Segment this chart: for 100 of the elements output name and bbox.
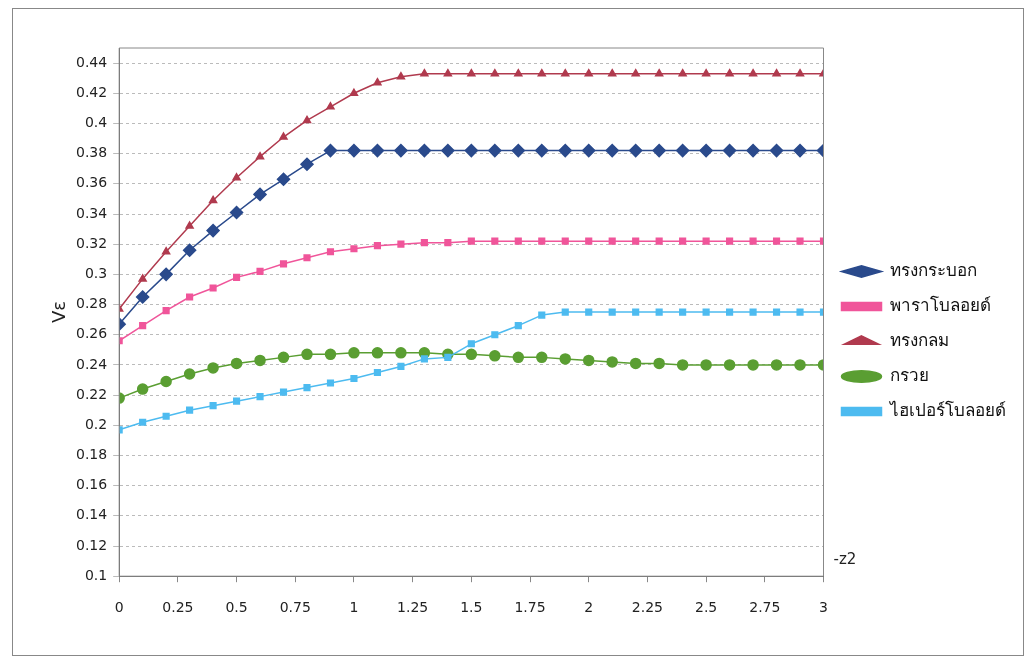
y-tick-label: 0.18	[76, 446, 108, 463]
point	[632, 237, 640, 245]
point	[769, 143, 784, 158]
point	[326, 102, 335, 110]
point	[441, 143, 455, 158]
point	[749, 308, 757, 316]
point	[702, 237, 710, 245]
point	[772, 237, 781, 245]
point	[444, 239, 452, 247]
point	[748, 68, 758, 77]
point	[796, 237, 804, 245]
y-tick-label: 0.12	[76, 536, 108, 553]
point	[608, 237, 616, 245]
point	[655, 237, 663, 245]
point	[208, 195, 218, 204]
x-tick-label: 0.25	[162, 599, 194, 616]
legend-label: ไฮเปอร์โบลอยด์	[888, 399, 1006, 420]
point	[185, 221, 194, 229]
point	[232, 273, 241, 281]
point	[772, 68, 781, 77]
point	[608, 308, 616, 316]
point	[324, 348, 337, 361]
point	[514, 237, 522, 245]
point	[795, 68, 805, 77]
point	[699, 143, 713, 158]
x-tick-label: 0	[114, 599, 124, 616]
point	[514, 322, 522, 330]
point	[279, 132, 288, 140]
x-tick-label: 0.5	[225, 599, 248, 616]
point	[701, 68, 711, 77]
point	[607, 68, 617, 77]
y-tick-label: 0.44	[76, 53, 108, 70]
point	[303, 383, 311, 392]
point	[702, 308, 710, 316]
point	[256, 267, 264, 275]
y-tick-label: 0.26	[76, 325, 108, 342]
point	[535, 143, 549, 158]
y-tick-label: 0.1	[84, 566, 108, 583]
x-tick-label: 1.75	[514, 599, 546, 616]
point	[561, 237, 569, 245]
point	[348, 347, 360, 359]
y-tick-label: 0.22	[76, 385, 108, 402]
point	[347, 143, 361, 158]
point	[323, 143, 338, 158]
point	[538, 237, 546, 245]
point	[183, 368, 196, 380]
point	[772, 308, 781, 316]
point	[207, 362, 219, 374]
point	[491, 237, 499, 245]
point	[232, 397, 241, 405]
point	[629, 357, 642, 370]
point	[723, 359, 736, 371]
point	[254, 354, 266, 367]
point	[136, 383, 149, 395]
point	[652, 143, 666, 158]
point	[397, 240, 405, 248]
point	[326, 248, 335, 256]
point	[467, 340, 475, 348]
point	[417, 143, 432, 158]
point	[138, 274, 147, 282]
y-tick-label: 0.4	[84, 114, 108, 131]
point	[303, 254, 311, 262]
point	[747, 359, 759, 371]
point	[301, 348, 313, 361]
point	[373, 77, 382, 86]
point	[793, 143, 807, 158]
point	[746, 143, 760, 158]
point	[558, 143, 572, 158]
point	[350, 245, 358, 253]
point	[794, 359, 806, 371]
point	[653, 357, 665, 370]
point	[632, 308, 640, 316]
point	[349, 88, 359, 97]
point	[679, 237, 687, 245]
point	[536, 351, 548, 364]
point	[561, 308, 569, 316]
point	[675, 143, 690, 158]
point	[182, 243, 197, 257]
point	[160, 375, 172, 388]
point	[135, 290, 150, 304]
point	[230, 357, 243, 370]
point	[631, 68, 640, 77]
point	[491, 331, 499, 339]
point	[279, 388, 288, 396]
point	[581, 143, 596, 158]
point	[584, 68, 593, 77]
y-tick-label: 0.36	[76, 174, 108, 191]
point	[561, 68, 570, 77]
point	[420, 239, 428, 247]
y-tick-label: 0.34	[76, 204, 108, 221]
point	[606, 356, 618, 368]
point	[726, 308, 734, 316]
point	[300, 157, 314, 171]
legend-label: พาราโบลอยด์	[890, 294, 991, 315]
point	[511, 143, 526, 158]
legend-label: กรวย	[890, 364, 929, 385]
point	[489, 350, 501, 362]
point	[229, 205, 244, 220]
point	[186, 293, 194, 301]
point	[370, 143, 385, 158]
